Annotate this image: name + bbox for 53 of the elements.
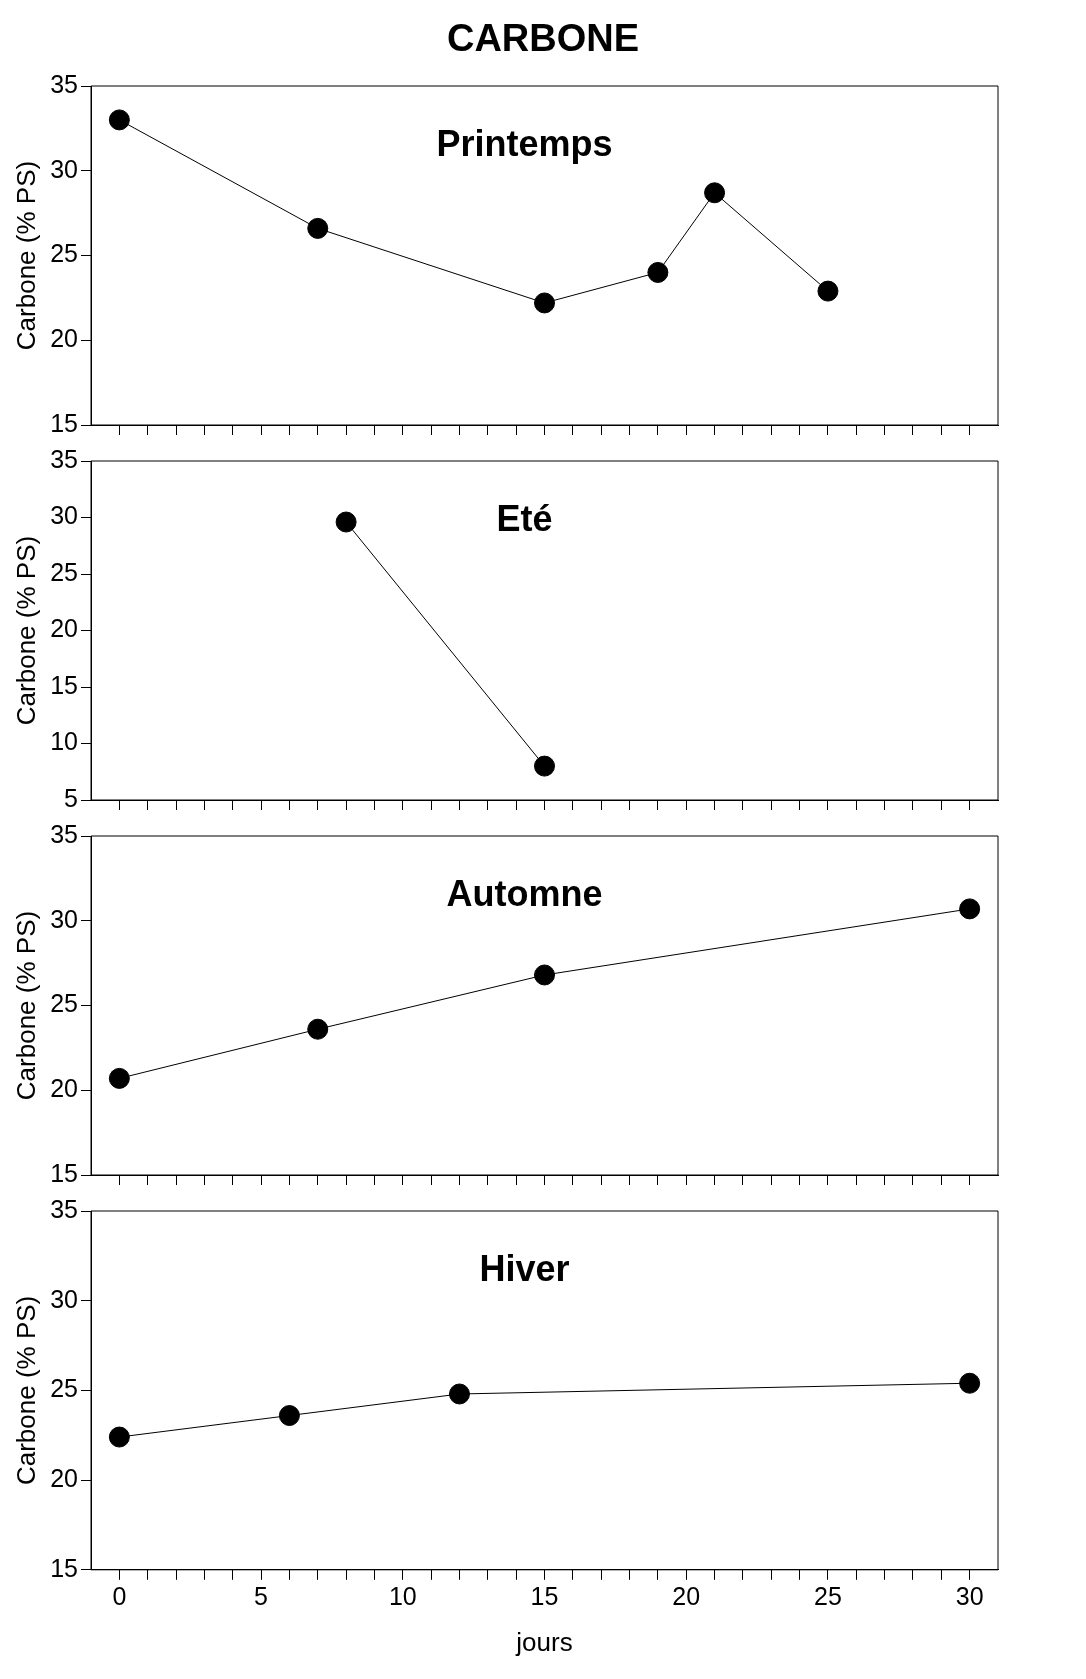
point [108, 1426, 130, 1448]
x-tick-label: 0 [112, 1581, 127, 1610]
y-axis-title: Carbone (% PS) [10, 910, 41, 1101]
x-tick-label: 25 [814, 1581, 842, 1610]
y-tick-label: 30 [50, 501, 79, 530]
y-tick-label: 20 [50, 324, 79, 353]
y-tick-label: 35 [50, 69, 79, 98]
point [448, 1383, 470, 1405]
x-axis-title: jours [515, 1626, 573, 1657]
point [108, 109, 130, 131]
x-tick-label: 20 [672, 1581, 701, 1610]
point [307, 1018, 329, 1040]
y-tick-label: 20 [50, 614, 79, 643]
y-tick-label: 15 [50, 1158, 79, 1187]
y-tick-label: 5 [64, 783, 79, 812]
y-tick-label: 25 [50, 989, 79, 1018]
y-tick-label: 20 [50, 1074, 79, 1103]
point [959, 898, 981, 920]
point [959, 1372, 981, 1394]
y-axis-title: Carbone (% PS) [10, 160, 41, 351]
y-tick-label: 35 [50, 819, 79, 848]
y-tick-label: 25 [50, 557, 79, 586]
annotation: Automne [446, 872, 603, 914]
y-axis-title: Carbone (% PS) [10, 1295, 41, 1486]
point [647, 261, 669, 283]
y-tick-label: 15 [50, 670, 79, 699]
point [108, 1067, 130, 1089]
point [534, 292, 555, 314]
y-tick-label: 30 [50, 904, 79, 933]
y-tick-label: 35 [50, 1194, 79, 1223]
y-tick-label: 15 [50, 1553, 79, 1582]
point [278, 1405, 300, 1427]
annotation: Eté [496, 497, 553, 539]
y-tick-label: 20 [50, 1463, 79, 1492]
y-tick-label: 35 [50, 444, 79, 473]
x-tick-label: 10 [388, 1581, 417, 1610]
y-axis-title: Carbone (% PS) [10, 535, 41, 726]
point [534, 964, 555, 986]
y-tick-label: 30 [50, 154, 79, 183]
point [817, 280, 839, 302]
annotation: Hiver [479, 1247, 570, 1289]
y-tick-label: 10 [50, 727, 79, 756]
point [704, 182, 726, 204]
x-tick-label: 5 [254, 1581, 269, 1610]
y-tick-label: 30 [50, 1284, 79, 1313]
y-tick-label: 25 [50, 1374, 79, 1403]
x-tick-label: 15 [530, 1581, 559, 1610]
annotation: Printemps [436, 122, 613, 164]
y-tick-label: 25 [50, 239, 79, 268]
y-tick-label: 15 [50, 408, 79, 437]
chart-title: CARBONE [445, 16, 641, 61]
point [307, 217, 329, 239]
x-tick-label: 30 [955, 1581, 984, 1610]
